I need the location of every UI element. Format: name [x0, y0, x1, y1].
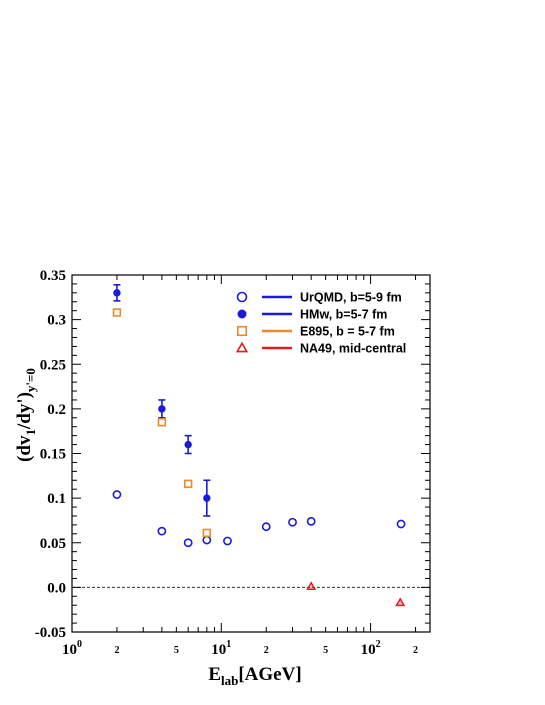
data-point — [202, 528, 212, 538]
data-point — [306, 581, 317, 591]
x-minor-tick-label: 5 — [323, 645, 328, 656]
series-filled-circle — [113, 284, 211, 517]
legend-entry: NA49, mid-central — [235, 341, 406, 356]
legend-label: E895, b = 5-7 fm — [300, 325, 395, 339]
data-point — [112, 490, 122, 499]
data-point — [183, 538, 193, 548]
x-axis-title-main: E — [208, 664, 221, 685]
data-point — [261, 522, 271, 532]
x-minor-tick-label: 5 — [174, 645, 179, 656]
legend-marker — [236, 325, 248, 337]
series-open-circle — [112, 490, 406, 548]
x-tick-label-base: 10 — [62, 642, 77, 658]
legend-entry: HMw, b=5-7 fm — [237, 308, 387, 322]
y-tick-label: 0.15 — [40, 447, 66, 463]
y-tick-label: 0.25 — [40, 357, 66, 373]
data-point — [157, 526, 167, 536]
data-point — [203, 494, 211, 502]
data-point — [183, 479, 193, 489]
data-point — [395, 597, 406, 607]
x-tick-label-exponent: 0 — [77, 639, 82, 650]
axis-ticks — [71, 274, 430, 633]
x-tick-label-base: 10 — [211, 642, 226, 658]
x-minor-tick-label: 2 — [114, 645, 119, 656]
data-point — [202, 535, 212, 545]
data-point — [157, 418, 167, 427]
y-tick-label: 0.2 — [47, 402, 66, 418]
legend-entry: E895, b = 5-7 fm — [236, 325, 395, 339]
data-point — [158, 405, 166, 413]
x-tick-label-exponent: 2 — [376, 639, 381, 650]
x-axis-title-rest: [AGeV] — [238, 664, 301, 685]
x-axis-title-sub: lab — [221, 673, 238, 688]
x-tick-label-base: 10 — [361, 642, 376, 658]
legend-marker — [235, 341, 249, 353]
data-point — [306, 516, 316, 526]
data-point — [396, 519, 406, 529]
x-axis-title: Elab[AGeV] — [208, 664, 301, 688]
data-point — [113, 289, 121, 297]
legend-label: HMw, b=5-7 fm — [300, 308, 387, 322]
legend-entry: UrQMD, b=5-9 fm — [236, 291, 402, 305]
x-tick-label: 102 — [361, 639, 381, 658]
y-tick-label: 0.35 — [40, 268, 66, 284]
data-point — [112, 308, 122, 317]
data-point — [184, 440, 192, 449]
series-open-square — [112, 308, 212, 538]
y-tick-label: -0.05 — [35, 625, 66, 641]
y-axis-title-mid: /dy') — [14, 392, 35, 430]
y-tick-label: 0.3 — [47, 313, 66, 329]
y-tick-label: 0.05 — [40, 536, 66, 552]
x-tick-label: 100 — [62, 639, 82, 658]
x-minor-tick-label: 2 — [264, 645, 269, 656]
legend: UrQMD, b=5-9 fm HMw, b=5-7 fm E895, b = 5-… — [235, 291, 406, 356]
x-tick-label: 101 — [211, 639, 231, 658]
y-axis-title: (dv1/dy')y'=0 — [14, 368, 38, 462]
data-point — [223, 536, 232, 546]
legend-marker — [236, 291, 248, 303]
legend-label: NA49, mid-central — [300, 342, 406, 356]
y-axis-title-pre: (dv — [14, 435, 35, 462]
data-marks — [112, 284, 406, 607]
x-tick-label-exponent: 1 — [226, 639, 231, 650]
data-point — [288, 517, 297, 527]
y-axis-title-sub1: 1 — [23, 429, 38, 436]
y-tick-label: 0.0 — [47, 580, 66, 596]
series-open-triangle — [306, 581, 406, 607]
x-minor-tick-label: 2 — [413, 645, 418, 656]
legend-marker — [237, 309, 247, 319]
y-tick-label: 0.1 — [47, 491, 66, 507]
legend-label: UrQMD, b=5-9 fm — [300, 291, 402, 305]
y-axis-title-sub2: y'=0 — [23, 368, 38, 392]
